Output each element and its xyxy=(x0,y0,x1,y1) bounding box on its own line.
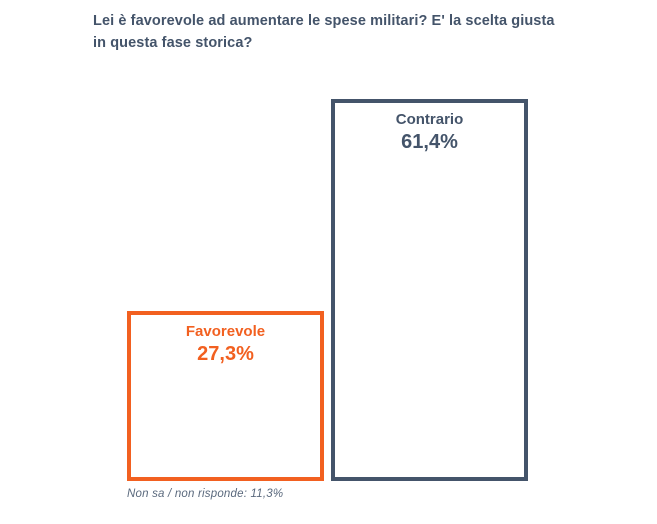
bar-group: Favorevole 27,3% Contrario 61,4% xyxy=(127,99,528,481)
chart-title-line-2: in questa fase storica? xyxy=(93,35,253,51)
chart-title: Lei è favorevole ad aumentare le spese m… xyxy=(93,10,555,54)
footnote: Non sa / non risponde: 11,3% xyxy=(127,488,284,500)
bar-favorevole-label: Favorevole xyxy=(185,323,266,340)
chart-title-line-1: Lei è favorevole ad aumentare le spese m… xyxy=(93,13,555,29)
bar-contrario-value: 61,4% xyxy=(401,131,458,153)
bar-favorevole: Favorevole 27,3% xyxy=(127,311,324,481)
bar-favorevole-value: 27,3% xyxy=(197,343,254,365)
bar-contrario-label: Contrario xyxy=(395,111,464,128)
bar-contrario: Contrario 61,4% xyxy=(331,99,528,481)
